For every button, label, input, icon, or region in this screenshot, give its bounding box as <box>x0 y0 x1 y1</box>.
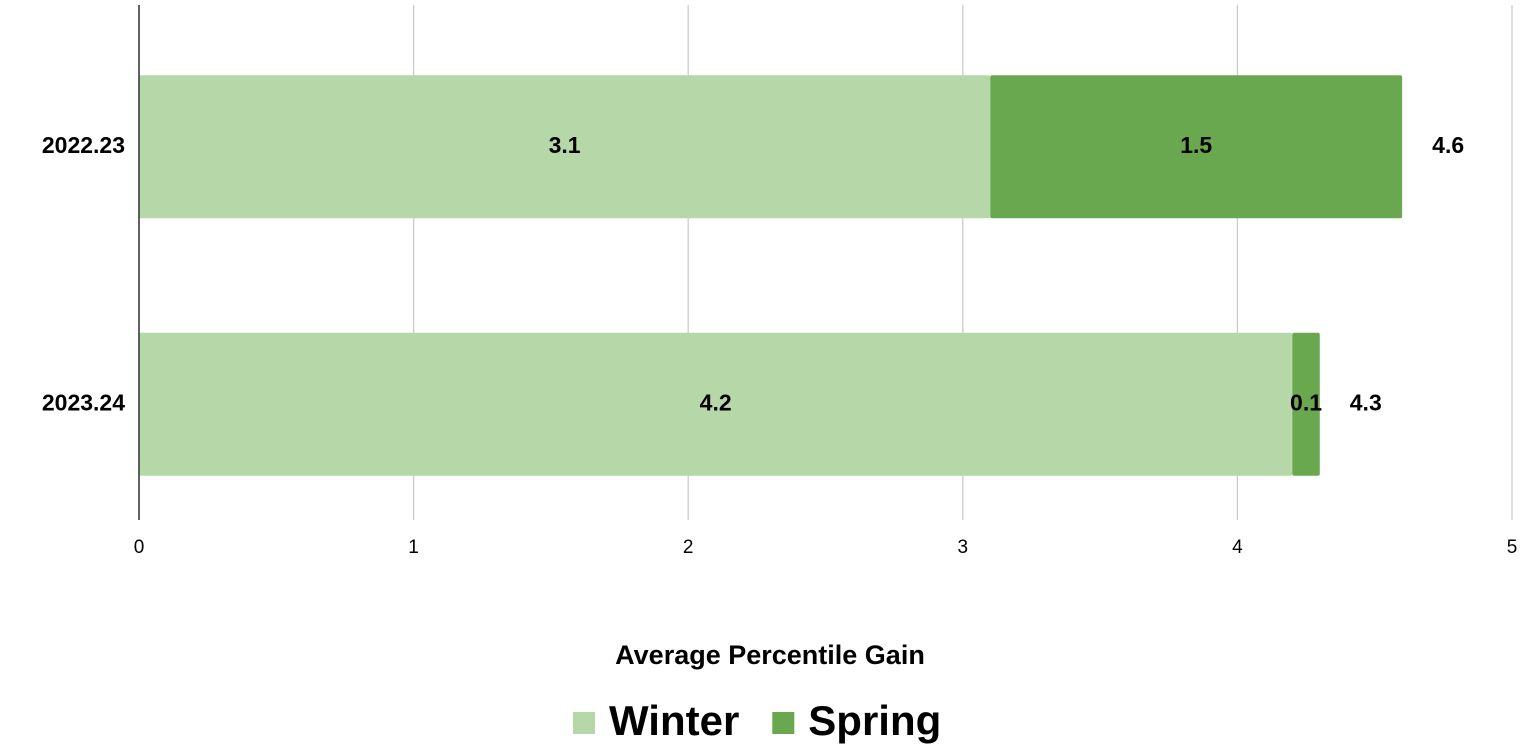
y-tick-label: 2023.24 <box>42 389 125 415</box>
legend-label: Spring <box>808 697 941 744</box>
x-tick-label: 1 <box>408 537 419 558</box>
legend-swatch <box>573 712 595 734</box>
total-label: 4.6 <box>1432 132 1464 158</box>
total-label: 4.3 <box>1350 389 1382 415</box>
legend-swatch <box>772 712 795 734</box>
x-tick-label: 2 <box>683 537 694 558</box>
x-tick-label: 5 <box>1507 537 1518 558</box>
x-tick-label: 4 <box>1232 537 1243 558</box>
data-label: 0.1 <box>1290 389 1322 415</box>
bar-segment <box>139 332 1293 476</box>
data-label: 4.2 <box>700 389 732 415</box>
y-tick-label: 2022.23 <box>42 132 125 158</box>
x-axis-title: Average Percentile Gain <box>615 640 925 670</box>
x-tick-label: 3 <box>958 537 969 558</box>
legend-label: Winter <box>609 697 739 744</box>
data-label: 3.1 <box>549 132 581 158</box>
bar-segment <box>990 75 1403 219</box>
data-label: 1.5 <box>1180 132 1212 158</box>
x-tick-label: 0 <box>134 537 145 558</box>
bar-segment <box>139 75 991 219</box>
bar-segment <box>1292 332 1320 476</box>
